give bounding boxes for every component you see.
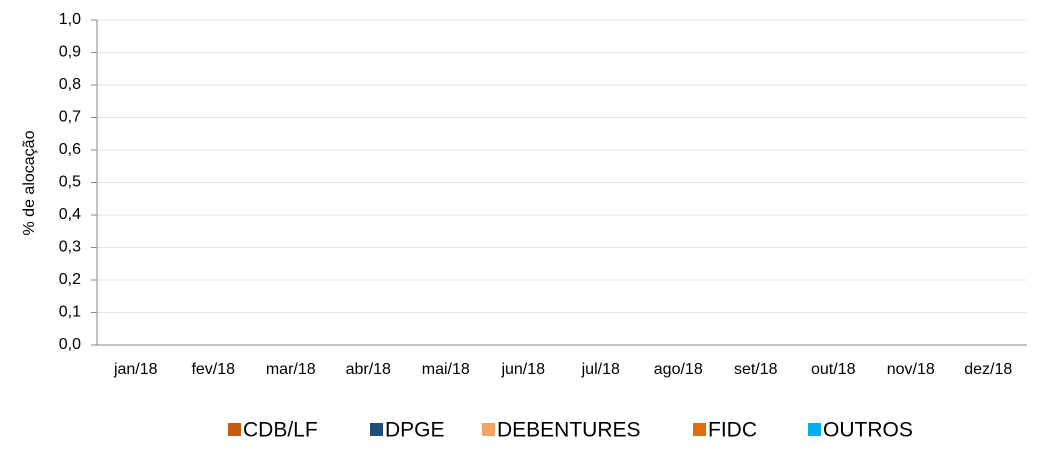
x-tick-label: ago/18: [654, 361, 703, 378]
legend-swatch: [693, 423, 706, 436]
legend-text: OUTROS: [823, 419, 913, 442]
x-tick-label: abr/18: [346, 361, 391, 378]
y-axis-label: % de alocação: [21, 130, 38, 235]
y-tick-label: 0,6: [59, 141, 81, 158]
x-tick-label: set/18: [734, 361, 778, 378]
x-tick-label: jun/18: [500, 361, 545, 378]
x-tick-label: jul/18: [581, 361, 620, 378]
y-tick-label: 1,0: [59, 11, 81, 28]
legend-swatch: [808, 423, 821, 436]
y-tick-label: 0,2: [59, 271, 81, 288]
x-tick-label: dez/18: [964, 361, 1012, 378]
legend-swatch: [228, 423, 241, 436]
legend-text: FIDC: [708, 419, 757, 442]
y-tick-label: 0,7: [59, 109, 81, 126]
x-tick-label: mai/18: [422, 361, 470, 378]
y-tick-label: 0,9: [59, 44, 81, 61]
legend-swatch: [482, 423, 495, 436]
y-tick-label: 0,8: [59, 76, 81, 93]
y-tick-label: 0,5: [59, 174, 81, 191]
x-tick-label: out/18: [811, 361, 856, 378]
x-tick-label: nov/18: [887, 361, 935, 378]
legend-text: DPGE: [385, 419, 445, 442]
y-tick-label: 0,4: [59, 206, 81, 223]
legend-text: CDB/LF: [243, 419, 318, 442]
y-tick-label: 0,3: [59, 239, 81, 256]
legend-swatch: [370, 423, 383, 436]
y-tick-label: 0,1: [59, 304, 81, 321]
x-tick-label: jan/18: [113, 361, 158, 378]
x-tick-label: mar/18: [266, 361, 316, 378]
y-tick-label: 0,0: [59, 336, 81, 353]
legend-text: DEBENTURES: [497, 419, 641, 442]
x-tick-label: fev/18: [191, 361, 235, 378]
